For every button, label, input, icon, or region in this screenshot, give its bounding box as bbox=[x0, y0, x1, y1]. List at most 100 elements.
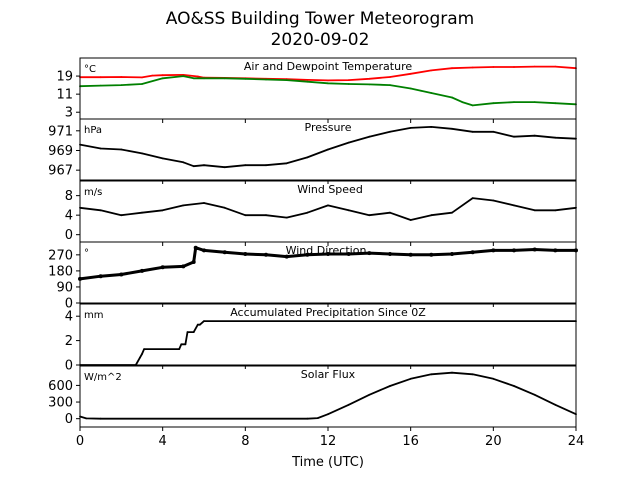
data-point bbox=[532, 247, 537, 252]
data-point bbox=[389, 130, 391, 133]
data-point bbox=[554, 65, 557, 68]
data-point bbox=[196, 75, 199, 78]
panel-unit: mm bbox=[84, 310, 103, 321]
panel-unit: W/m^2 bbox=[84, 372, 122, 383]
data-point bbox=[492, 66, 495, 68]
panel-title: Accumulated Precipitation Since 0Z bbox=[230, 306, 426, 319]
y-tick-label: 967 bbox=[48, 164, 73, 179]
data-point bbox=[347, 209, 350, 212]
data-point bbox=[141, 353, 143, 355]
data-point bbox=[316, 417, 319, 419]
series-line-5-0 bbox=[79, 371, 577, 420]
data-point bbox=[470, 250, 475, 255]
data-point bbox=[451, 127, 453, 130]
series-line-4-0 bbox=[80, 320, 576, 366]
y-tick-label: 0 bbox=[65, 412, 73, 427]
data-point bbox=[409, 127, 412, 129]
data-point bbox=[513, 204, 515, 207]
figure-title: AO&SS Building Tower Meteorogram bbox=[166, 9, 474, 29]
data-point bbox=[347, 79, 350, 81]
data-point bbox=[533, 65, 536, 68]
data-point bbox=[513, 385, 515, 387]
data-point bbox=[471, 197, 474, 200]
x-axis: 0 4 8 12 16 20 24 bbox=[76, 434, 584, 449]
series-line-2-0 bbox=[79, 197, 577, 221]
data-point bbox=[244, 214, 247, 217]
panel-unit: ° bbox=[84, 248, 89, 259]
data-point bbox=[512, 248, 516, 253]
x-tick-label: 24 bbox=[568, 434, 585, 449]
data-point bbox=[160, 265, 165, 270]
data-point bbox=[203, 77, 205, 80]
data-point bbox=[99, 417, 102, 420]
data-point bbox=[141, 152, 143, 155]
data-point bbox=[99, 84, 102, 87]
data-point bbox=[347, 403, 350, 406]
data-point bbox=[408, 252, 413, 257]
data-point bbox=[492, 130, 495, 133]
panel-4: 0 2 4 Accumulated Precipitation Since 0Z mm bbox=[65, 303, 577, 374]
panel-unit: m/s bbox=[84, 187, 102, 198]
data-point bbox=[347, 141, 350, 144]
data-point bbox=[450, 252, 454, 256]
y-tick-label: 270 bbox=[48, 248, 73, 263]
data-point bbox=[99, 147, 102, 150]
panel-unit: hPa bbox=[84, 125, 102, 136]
x-tick-label: 20 bbox=[485, 434, 502, 449]
data-point bbox=[533, 209, 536, 212]
data-point bbox=[368, 83, 371, 86]
data-point bbox=[192, 165, 195, 168]
panel-title: Wind Speed bbox=[297, 183, 363, 196]
y-tick-label: 4 bbox=[65, 310, 73, 325]
data-point bbox=[327, 413, 329, 416]
x-tick-label: 12 bbox=[320, 434, 337, 449]
data-point bbox=[346, 252, 351, 256]
data-point bbox=[368, 77, 371, 80]
data-point bbox=[451, 67, 453, 70]
data-point bbox=[203, 320, 205, 322]
series-line-0-1 bbox=[79, 75, 577, 107]
y-tick-label: 300 bbox=[48, 396, 73, 411]
data-point bbox=[223, 77, 226, 80]
data-point bbox=[306, 80, 309, 83]
data-point bbox=[430, 92, 433, 94]
y-tick-label: 3 bbox=[65, 106, 73, 121]
data-point bbox=[98, 274, 103, 279]
data-point bbox=[161, 77, 164, 80]
data-point bbox=[192, 331, 195, 333]
y-tick-label: 19 bbox=[56, 70, 73, 85]
data-point bbox=[554, 102, 557, 105]
panel-title: Pressure bbox=[305, 121, 352, 134]
data-point bbox=[120, 148, 123, 151]
data-point bbox=[243, 252, 248, 256]
data-point bbox=[491, 248, 496, 253]
data-point bbox=[143, 348, 146, 350]
data-point bbox=[182, 75, 185, 77]
data-point bbox=[285, 79, 288, 81]
data-point bbox=[553, 248, 558, 253]
data-point bbox=[471, 104, 474, 107]
data-point bbox=[430, 69, 433, 72]
data-point bbox=[367, 251, 372, 256]
data-point bbox=[368, 214, 371, 217]
data-point bbox=[244, 164, 247, 167]
data-point bbox=[193, 245, 198, 250]
data-point bbox=[223, 206, 226, 209]
x-tick-label: 8 bbox=[241, 434, 249, 449]
y-tick-label: 90 bbox=[56, 280, 73, 295]
data-point bbox=[327, 204, 329, 207]
data-point bbox=[120, 76, 123, 78]
data-point bbox=[513, 101, 515, 103]
data-point bbox=[202, 248, 206, 253]
data-point bbox=[181, 264, 186, 269]
data-point bbox=[389, 385, 391, 387]
data-point bbox=[368, 393, 371, 396]
data-point bbox=[203, 164, 205, 167]
data-point bbox=[151, 74, 154, 77]
data-point bbox=[141, 83, 143, 85]
data-point bbox=[196, 323, 199, 326]
panel-0: 3 11 19 Air and Dewpoint Temperature °C bbox=[56, 57, 577, 123]
data-point bbox=[326, 252, 330, 256]
